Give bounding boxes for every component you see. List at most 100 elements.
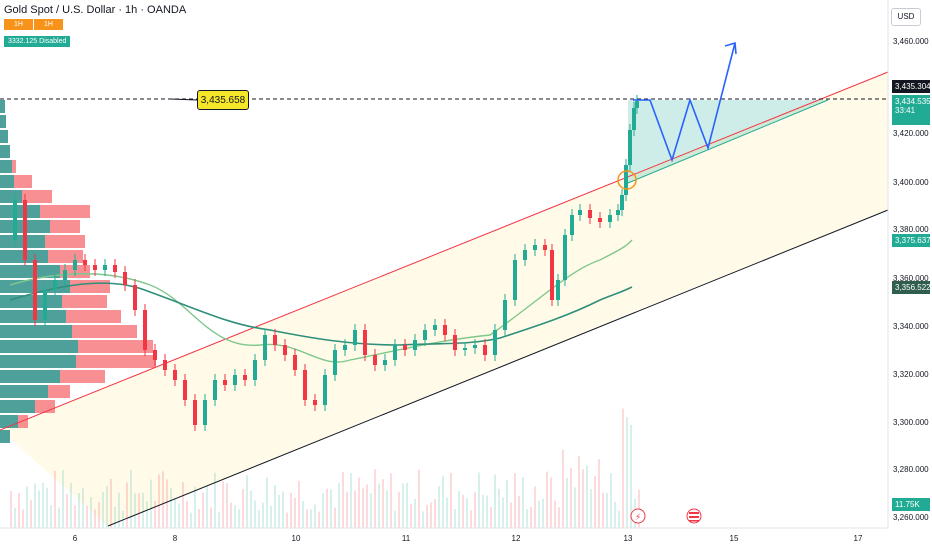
volume-bar <box>506 480 508 528</box>
volume-bar <box>494 474 496 528</box>
volume-bar <box>314 504 316 528</box>
volume-bar <box>594 476 596 528</box>
volume-bar <box>426 504 428 528</box>
volume-bar <box>326 488 328 528</box>
volume-bar <box>258 510 260 528</box>
us-flag-event-icon[interactable] <box>686 508 702 524</box>
candle-body <box>353 330 357 345</box>
volume-bar <box>198 508 200 528</box>
candle-body <box>243 375 247 380</box>
volume-bar <box>478 472 480 528</box>
time-label: 6 <box>72 534 78 543</box>
candle-body <box>473 345 477 348</box>
candle-body <box>635 101 639 108</box>
candle-body <box>383 360 387 365</box>
volume-profile-down-bar <box>62 295 107 308</box>
volume-bar <box>390 473 392 528</box>
bar-countdown: 33:41 <box>895 106 916 115</box>
candle-body <box>103 265 107 270</box>
volume-bar <box>30 500 32 528</box>
volume-profile-down-bar <box>35 400 55 413</box>
dividend-event-icon[interactable]: ⚡ <box>630 508 646 524</box>
candle-body <box>373 355 377 365</box>
volume-bar <box>286 512 288 528</box>
volume-profile-down-bar <box>60 370 105 383</box>
volume-profile-up-bar <box>0 355 76 368</box>
candle-body <box>303 370 307 400</box>
time-label: 11 <box>401 534 411 543</box>
volume-profile-up-bar <box>0 295 62 308</box>
candle-body <box>193 400 197 425</box>
time-label: 12 <box>511 534 521 543</box>
volume-profile-up-bar <box>0 205 40 218</box>
volume-profile-up-bar <box>0 145 10 158</box>
volume-bar <box>578 455 580 528</box>
volume-bar <box>102 491 104 528</box>
volume-bar <box>22 509 24 528</box>
volume-bar <box>74 505 76 528</box>
candle-body <box>588 210 592 218</box>
candle-body <box>263 335 267 360</box>
volume-bar <box>630 424 632 528</box>
price-label: 3,460.000 <box>893 37 929 46</box>
volume-tag: 11.75K <box>892 498 930 511</box>
candle-body <box>233 375 237 385</box>
candle-body <box>423 330 427 340</box>
volume-bar <box>366 484 368 528</box>
volume-bar <box>282 491 284 528</box>
volume-profile-up-bar <box>0 160 12 173</box>
volume-bar <box>342 472 344 528</box>
volume-bar <box>526 509 528 528</box>
volume-bar <box>214 472 216 528</box>
volume-bar <box>322 493 324 528</box>
volume-bar <box>298 480 300 528</box>
volume-bar <box>462 494 464 528</box>
candle-body <box>608 215 612 222</box>
volume-bar <box>114 506 116 528</box>
volume-bar <box>78 492 80 528</box>
indicator-info: 3332.125 Disabled <box>4 36 71 47</box>
candle-body <box>133 285 137 310</box>
current-price-value: 3,435.304 <box>895 82 931 91</box>
volume-profile-up-bar <box>0 175 14 188</box>
volume-profile-down-bar <box>50 220 80 233</box>
candle-body <box>333 350 337 375</box>
target-zone-edge <box>627 99 829 184</box>
currency-selector[interactable]: USD <box>891 8 921 26</box>
volume-bar <box>118 492 120 528</box>
candle-body <box>363 330 367 355</box>
candle-body <box>213 380 217 400</box>
candle-body <box>153 350 157 360</box>
volume-bar <box>374 469 376 528</box>
volume-bar <box>162 471 164 528</box>
volume-bar <box>350 473 352 528</box>
volume-bar <box>370 493 372 528</box>
volume-bar <box>54 470 56 528</box>
time-label: 17 <box>853 534 863 543</box>
volume-bar <box>274 484 276 528</box>
volume-bar <box>410 503 412 528</box>
volume-profile-up-bar <box>0 265 60 278</box>
candle-body <box>620 195 624 210</box>
volume-bar <box>98 502 100 528</box>
symbol-title[interactable]: Gold Spot / U.S. Dollar · 1h · OANDA <box>4 4 187 16</box>
volume-bar <box>250 490 252 528</box>
volume-bar <box>358 477 360 528</box>
volume-profile-down-bar <box>48 385 70 398</box>
candle-body <box>550 250 554 300</box>
target-price-callout[interactable]: 3,435.658 <box>197 90 249 110</box>
interval-badge-right[interactable]: 1H <box>33 19 63 30</box>
volume-profile-up-bar <box>0 235 45 248</box>
interval-badge-left[interactable]: 1H <box>4 19 33 30</box>
candle-body <box>113 265 117 272</box>
candle-body <box>13 200 17 240</box>
price-label: 3,340.000 <box>893 322 929 331</box>
volume-bar <box>434 499 436 528</box>
volume-bar <box>242 488 244 528</box>
volume-profile-down-bar <box>22 190 52 203</box>
candle-body <box>533 245 537 250</box>
volume-bar <box>178 503 180 528</box>
volume-bar <box>386 490 388 528</box>
volume-bar <box>110 478 112 528</box>
